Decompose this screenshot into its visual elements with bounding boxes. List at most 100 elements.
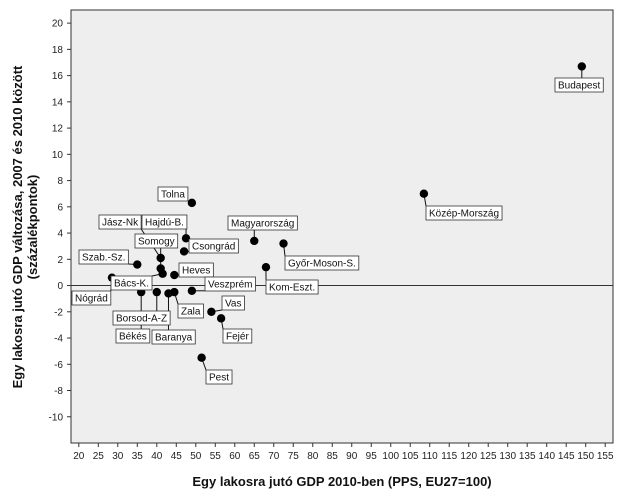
y-tick-label: -2 <box>54 307 63 318</box>
x-tick-label: 110 <box>422 451 438 462</box>
data-label: Veszprém <box>208 280 252 291</box>
x-tick-label: 140 <box>538 451 555 462</box>
y-tick-label: 0 <box>57 281 63 292</box>
y-tick-label: 12 <box>52 124 64 135</box>
y-tick-label: 6 <box>57 202 63 213</box>
x-tick-label: 115 <box>441 451 457 462</box>
x-tick-label: 130 <box>499 451 516 462</box>
data-label-box <box>71 290 112 306</box>
data-point <box>207 307 216 316</box>
data-label: Hajdú-B. <box>145 218 184 229</box>
x-tick-label: 70 <box>268 451 280 462</box>
data-label: Győr-Moson-S. <box>288 259 356 270</box>
y-tick-label: 18 <box>52 45 64 56</box>
data-label-box <box>425 205 503 221</box>
data-label-box <box>221 295 245 311</box>
data-label-box <box>284 255 360 271</box>
data-point <box>419 189 429 198</box>
y-tick-label: 14 <box>52 97 64 108</box>
x-tick-label: 85 <box>327 451 339 462</box>
x-tick-label: 50 <box>190 451 202 462</box>
x-tick-label: 120 <box>460 451 477 462</box>
data-label: Zala <box>181 307 201 318</box>
data-label-box <box>78 249 129 265</box>
data-label: Tolna <box>161 190 185 201</box>
y-tick-label: -4 <box>54 334 63 345</box>
data-point <box>179 247 189 256</box>
data-point <box>250 236 259 246</box>
y-tick-label: 8 <box>57 176 63 187</box>
data-label-box <box>151 329 196 345</box>
data-point <box>164 289 173 298</box>
data-label-box <box>112 310 171 326</box>
x-tick-label: 75 <box>288 451 300 462</box>
x-tick-label: 20 <box>73 451 85 462</box>
data-label-box <box>178 262 214 278</box>
tick-layer: 20 25 30 35 40 45 50 55 60 65 70 75 80 85 90 95 100 105 11… <box>49 19 614 462</box>
y-tick-label: -10 <box>49 412 64 423</box>
data-label-box <box>222 328 253 344</box>
data-point <box>133 260 142 269</box>
data-label-box <box>115 328 151 344</box>
data-label: Vas <box>225 299 242 310</box>
x-tick-label: 30 <box>112 451 124 462</box>
x-tick-label: 55 <box>210 451 222 462</box>
data-label-box <box>204 276 256 292</box>
data-label-box <box>205 369 233 385</box>
x-tick-label: 155 <box>597 451 614 462</box>
data-point <box>156 253 165 263</box>
data-label-box <box>157 186 189 202</box>
data-label-box <box>554 77 604 93</box>
data-label: Pest <box>209 373 229 384</box>
x-tick-label: 90 <box>346 451 358 462</box>
data-point <box>216 314 226 323</box>
x-tick-label: 60 <box>229 451 241 462</box>
data-point <box>170 270 179 280</box>
data-label: Bács-K. <box>114 279 149 290</box>
x-tick-label: 80 <box>307 451 319 462</box>
data-label: Budapest <box>558 81 600 92</box>
data-label: Békés <box>119 332 147 343</box>
data-label-box <box>134 233 179 249</box>
data-point <box>187 198 197 208</box>
data-label: Fejér <box>226 332 249 343</box>
data-label: Heves <box>182 266 210 277</box>
data-label: Kom-Eszt. <box>269 283 315 294</box>
x-tick-label: 45 <box>171 451 183 462</box>
data-label: Borsod-A-Z <box>116 314 167 325</box>
x-tick-label: 150 <box>577 451 594 462</box>
data-label: Közép-Mország <box>429 209 499 220</box>
data-label: Magyarország <box>231 219 294 230</box>
x-tick-label: 145 <box>558 451 575 462</box>
data-point <box>158 269 167 278</box>
data-label: Nógrád <box>75 294 108 305</box>
data-label: Szab.-Sz. <box>82 253 125 264</box>
y-tick-label: 2 <box>57 255 63 266</box>
y-tick-label: -6 <box>54 360 63 371</box>
data-point <box>187 286 197 295</box>
x-tick-label: 95 <box>366 451 378 462</box>
data-label: Jász-Nk <box>102 218 139 229</box>
data-point <box>261 262 271 272</box>
x-tick-label: 65 <box>249 451 261 462</box>
y-axis-title-line-1: Egy lakosra jutó GDP változása, 2007 és … <box>10 65 25 388</box>
x-tick-label: 105 <box>402 451 419 462</box>
x-tick-label: 125 <box>480 451 497 462</box>
x-axis-title: Egy lakosra jutó GDP 2010-ben (PPS, EU27… <box>192 474 491 489</box>
x-tick-label: 25 <box>93 451 105 462</box>
y-tick-label: 16 <box>52 71 64 82</box>
data-label-box <box>265 279 319 295</box>
data-point <box>197 353 206 362</box>
data-label-box <box>110 275 153 291</box>
x-tick-label: 100 <box>382 451 399 462</box>
data-point <box>577 62 587 71</box>
label-layer: Budapest Közép-Mország Tolna Jász-Nk Hajdú-B… <box>71 77 604 385</box>
data-point <box>181 234 191 243</box>
data-label-box <box>177 303 204 319</box>
data-label: Csongrád <box>192 242 235 253</box>
data-label: Baranya <box>155 333 193 344</box>
x-tick-label: 40 <box>151 451 163 462</box>
data-label: Somogy <box>138 237 175 248</box>
data-label-box <box>98 214 142 230</box>
